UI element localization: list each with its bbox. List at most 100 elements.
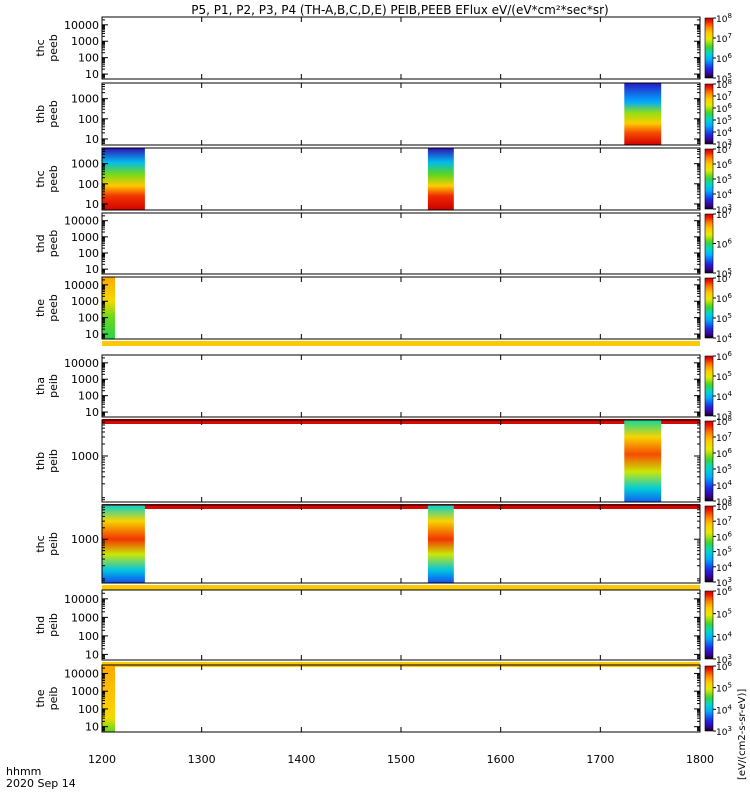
y-tick-label: 10000 <box>64 19 99 32</box>
colorbar <box>704 420 714 502</box>
x-tick-label: 1300 <box>188 753 216 766</box>
colorbar-tick-label: 104 <box>716 188 732 201</box>
panel-ylabel: thd <box>34 234 47 252</box>
x-tick-label: 1400 <box>287 753 315 766</box>
date-label: 2020 Sep 14 <box>6 777 76 790</box>
fill-value-band <box>102 341 700 346</box>
y-tick-label: 1000 <box>71 373 99 386</box>
spectrogram-block <box>102 665 115 732</box>
colorbar <box>704 213 714 274</box>
colorbar-tick-label: 107 <box>716 32 732 45</box>
y-tick-label: 1000 <box>71 295 99 308</box>
panel-ylabel: peib <box>47 532 60 556</box>
y-tick-label: 10 <box>85 133 99 146</box>
colorbar <box>704 590 714 660</box>
colorbar <box>704 277 714 339</box>
y-tick-label: 100 <box>78 52 99 65</box>
panel-ylabel: peib <box>47 687 60 711</box>
y-tick-label: 1000 <box>71 158 99 171</box>
colorbar <box>704 355 714 417</box>
colorbar-tick-label: 108 <box>716 12 732 25</box>
x-tick-label: 1500 <box>387 753 415 766</box>
panel-frame <box>101 276 701 340</box>
colorbar-tick-label: 106 <box>716 52 732 65</box>
y-tick-label: 10 <box>85 68 99 81</box>
colorbar-tick-label: 106 <box>716 158 732 171</box>
fill-value-band <box>102 585 700 590</box>
y-tick-label: 10000 <box>64 357 99 370</box>
panel-ylabel: peeb <box>47 34 60 62</box>
colorbar-tick-label: 105 <box>716 463 732 476</box>
panel-frame <box>101 354 701 418</box>
panel-ylabel: peeb <box>47 100 60 128</box>
time-axis-label: hhmm <box>6 765 41 778</box>
colorbar-tick-label: 106 <box>716 238 732 251</box>
y-tick-label: 10000 <box>64 215 99 228</box>
colorbar-tick-label: 105 <box>716 608 732 621</box>
y-tick-label: 1000 <box>71 93 99 106</box>
colorbar-tick-label: 107 <box>716 515 732 528</box>
colorbar-tick-label: 103 <box>716 725 732 738</box>
panel-ylabel: thb <box>34 105 47 123</box>
panel-frame <box>101 504 701 584</box>
panel-frame <box>101 212 701 275</box>
colorbar-tick-label: 105 <box>716 546 732 559</box>
colorbar-tick-label: 105 <box>716 173 732 186</box>
spectrogram-block <box>624 83 662 145</box>
y-tick-label: 10 <box>85 263 99 276</box>
colorbar-tick-label: 104 <box>716 630 732 643</box>
y-tick-label: 10 <box>85 721 99 734</box>
panel-ylabel: thd <box>34 616 47 634</box>
colorbar-tick-label: 104 <box>716 479 732 492</box>
y-tick-label: 1000 <box>71 533 99 546</box>
panel-ylabel: peib <box>47 449 60 473</box>
y-tick-label: 100 <box>78 247 99 260</box>
y-tick-label: 1000 <box>71 231 99 244</box>
y-tick-label: 1000 <box>71 35 99 48</box>
y-tick-label: 10 <box>85 328 99 341</box>
y-tick-label: 100 <box>78 630 99 643</box>
colorbar-unit-label: [eV/(cm2-s-sr-eV)] <box>737 689 748 780</box>
colorbar-tick-label: 107 <box>716 431 732 444</box>
y-tick-label: 100 <box>78 312 99 325</box>
x-tick-label: 1700 <box>586 753 614 766</box>
panel-frame <box>101 664 701 733</box>
panel-ylabel: peeb <box>47 165 60 193</box>
panel-ylabel: thc <box>34 39 47 56</box>
y-tick-label: 1000 <box>71 611 99 624</box>
panel-ylabel: peib <box>47 374 60 398</box>
colorbar <box>704 148 714 210</box>
spectrogram-block <box>102 277 115 339</box>
spectrogram-block <box>102 148 145 210</box>
colorbar-tick-label: 104 <box>716 390 732 403</box>
y-tick-label: 100 <box>78 703 99 716</box>
y-tick-label: 10000 <box>64 593 99 606</box>
colorbar <box>704 83 714 145</box>
y-tick-label: 100 <box>78 113 99 126</box>
panel-frame <box>101 147 701 211</box>
colorbar-tick-label: 106 <box>716 447 732 460</box>
colorbar-tick-label: 105 <box>716 682 732 695</box>
y-tick-label: 100 <box>78 390 99 403</box>
figure-title: P5, P1, P2, P3, P4 (TH-A,B,C,D,E) PEIB,P… <box>191 3 608 17</box>
time-axis: 1200 1300 1400 1500 1600 1700 1800 <box>88 753 714 766</box>
x-tick-label: 1800 <box>686 753 714 766</box>
panel-ylabel: thc <box>34 170 47 187</box>
y-tick-label: 10 <box>85 406 99 419</box>
spectrogram-block <box>427 505 454 583</box>
y-tick-label: 1000 <box>71 685 99 698</box>
panel-ylabel: thc <box>34 535 47 552</box>
colorbar <box>704 17 714 79</box>
spectrogram-block <box>102 505 145 583</box>
colorbar-tick-label: 105 <box>716 312 732 325</box>
colorbar <box>704 665 714 732</box>
panel-ylabel: tha <box>34 377 47 395</box>
